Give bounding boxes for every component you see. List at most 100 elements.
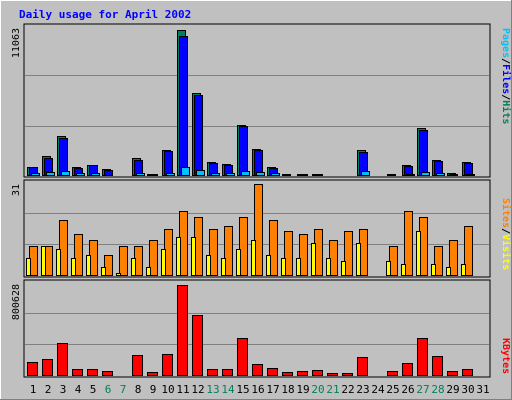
hits-bar	[282, 174, 291, 176]
top-panel-max-label: 11063	[11, 28, 22, 58]
kbytes-bar	[87, 369, 98, 376]
kbytes-bar	[177, 285, 188, 376]
kbytes-bar	[462, 369, 473, 376]
sites-bar	[59, 220, 68, 276]
x-tick-label: 10	[161, 383, 174, 396]
files-bar	[314, 174, 323, 176]
chart-title: Daily usage for April 2002	[19, 8, 191, 21]
legend-sep-2: /	[500, 94, 511, 100]
pages-bar	[271, 173, 280, 176]
visits-bar	[146, 267, 151, 276]
x-tick-label: 17	[266, 383, 279, 396]
kbytes-bar	[432, 356, 443, 376]
pages-bar	[211, 173, 220, 176]
bottom-panel-bars	[27, 285, 473, 376]
x-tick-label: 19	[296, 383, 309, 396]
visits-bar	[311, 243, 316, 276]
sites-bar	[269, 220, 278, 276]
kbytes-bar	[357, 357, 368, 376]
x-tick-label: 29	[446, 383, 459, 396]
sites-bar	[104, 255, 113, 276]
x-tick-label: 30	[461, 383, 474, 396]
pages-bar	[61, 171, 70, 176]
kbytes-bar	[162, 354, 173, 376]
visits-bar	[326, 258, 331, 276]
x-tick-label: 7	[120, 383, 127, 396]
files-bar	[299, 174, 308, 176]
x-tick-label: 6	[105, 383, 112, 396]
kbytes-bar	[312, 370, 323, 376]
visits-bar	[341, 261, 346, 276]
visits-bar	[461, 264, 466, 276]
files-bar	[464, 163, 473, 176]
legend-sites: Sites	[500, 198, 512, 228]
sites-bar	[119, 246, 128, 276]
visits-bar	[101, 267, 106, 276]
top-panel-side-label: Pages/Files/Hits	[500, 28, 512, 124]
visits-bar	[431, 264, 436, 276]
sites-bar	[149, 240, 158, 276]
legend-pages: Pages	[500, 28, 511, 58]
visits-bar	[86, 255, 91, 276]
kbytes-bar	[207, 369, 218, 376]
sites-bar	[404, 211, 413, 276]
visits-bar	[236, 249, 241, 276]
x-tick-label: 15	[236, 383, 249, 396]
kbytes-bar	[417, 338, 428, 376]
x-tick-label: 25	[386, 383, 399, 396]
hits-bar	[387, 174, 396, 176]
kbytes-bar	[192, 315, 203, 376]
x-tick-label: 18	[281, 383, 294, 396]
pages-bar	[91, 173, 100, 176]
visits-bar	[116, 273, 121, 276]
x-tick-label: 11	[176, 383, 189, 396]
pages-bar	[181, 167, 190, 176]
visits-bar	[416, 231, 421, 276]
kbytes-bar	[327, 373, 338, 376]
x-tick-label: 20	[311, 383, 324, 396]
x-tick-label: 21	[326, 383, 339, 396]
legend-sep-3: /	[500, 228, 511, 234]
x-tick-label: 14	[221, 383, 235, 396]
pages-bar	[466, 174, 475, 176]
kbytes-bar	[72, 369, 83, 376]
x-tick-label: 4	[75, 383, 82, 396]
visits-bar	[281, 258, 286, 276]
x-tick-label: 3	[60, 383, 67, 396]
pages-bar	[166, 173, 175, 176]
pages-bar	[256, 172, 265, 176]
x-tick-label: 22	[341, 383, 354, 396]
pages-bar	[136, 173, 145, 176]
visits-bar	[176, 237, 181, 276]
visits-bar	[266, 255, 271, 276]
x-tick-label: 1	[30, 383, 37, 396]
pages-bar	[196, 170, 205, 176]
sites-bar	[449, 240, 458, 276]
sites-bar	[284, 231, 293, 276]
bottom-panel-max-label: 800628	[11, 284, 22, 320]
files-bar	[164, 151, 173, 176]
x-tick-label: 5	[90, 383, 97, 396]
visits-bar	[446, 267, 451, 276]
kbytes-bar	[222, 369, 233, 376]
kbytes-bar	[267, 368, 278, 376]
x-tick-label: 2	[45, 383, 52, 396]
files-bar	[449, 174, 458, 176]
files-bar	[59, 138, 68, 176]
sites-bar	[224, 226, 233, 276]
kbytes-bar	[147, 372, 158, 376]
visits-bar	[356, 243, 361, 276]
files-bar	[194, 95, 203, 176]
visits-bar	[161, 249, 166, 276]
files-bar	[149, 174, 158, 176]
visits-bar	[386, 261, 391, 276]
bottom-panel-side-label: KBytes	[500, 338, 511, 374]
pages-bar	[421, 172, 430, 176]
legend-hits: Hits	[500, 100, 512, 124]
pages-bar	[361, 171, 370, 176]
visits-bar	[56, 249, 61, 276]
visits-bar	[41, 246, 46, 276]
kbytes-bar	[387, 371, 398, 376]
kbytes-bar	[282, 372, 293, 376]
legend-kbytes: KBytes	[500, 338, 511, 374]
